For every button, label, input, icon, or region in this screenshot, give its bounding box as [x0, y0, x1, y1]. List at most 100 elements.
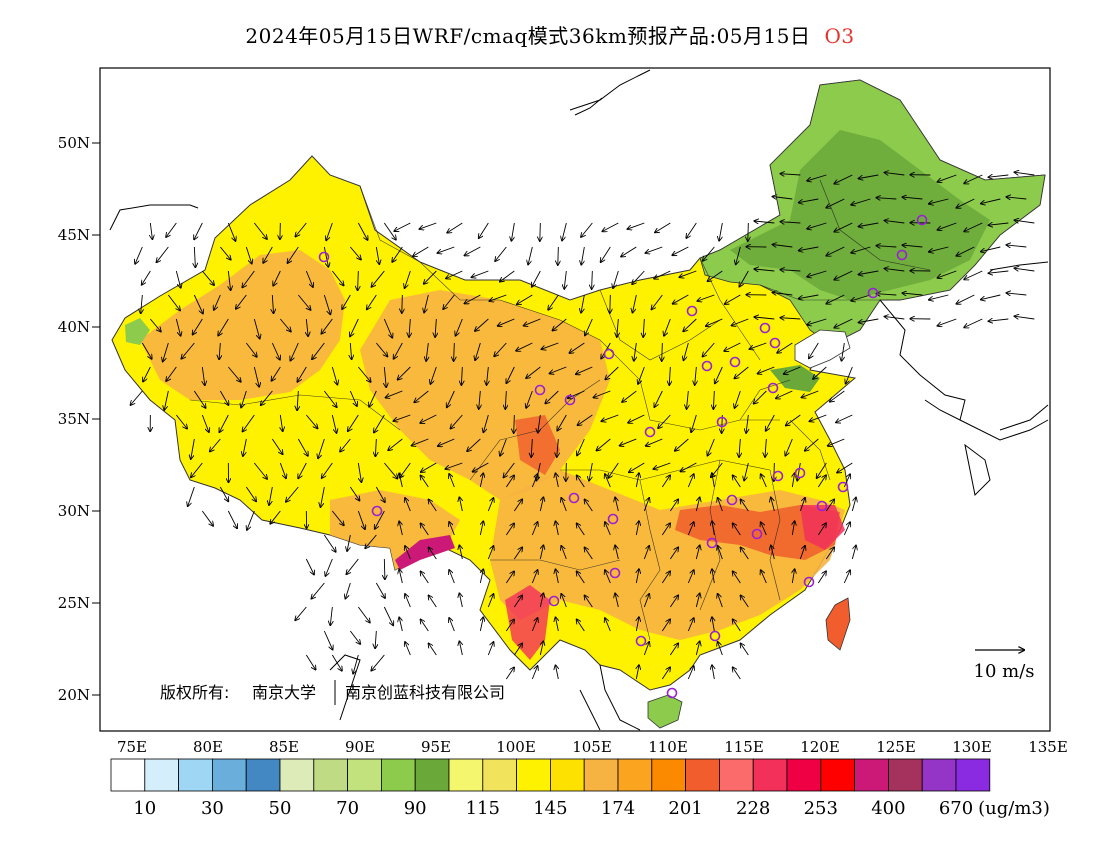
wind-arrow [669, 595, 678, 608]
wind-arrow [605, 474, 611, 488]
map-title: 2024年05月15日WRF/cmaq模式36km预报产品:05月15日 O3 [0, 20, 1100, 49]
wind-arrow [733, 523, 741, 536]
colorbar-swatch [719, 758, 754, 792]
wind-arrow [193, 318, 203, 335]
wind-arrow [312, 342, 325, 359]
wind-arrow [561, 498, 567, 512]
wind-arrow [746, 414, 748, 433]
wind-arrow [194, 222, 203, 239]
lat-label: 40N [58, 318, 90, 336]
wind-arrow [375, 438, 376, 456]
wind-arrow [938, 222, 957, 230]
wind-vectors [131, 172, 1035, 680]
city-marker [706, 537, 718, 549]
wind-arrow [938, 174, 957, 182]
wind-arrow [938, 318, 957, 326]
wind-arrow [859, 318, 879, 323]
wind-arrow [367, 294, 377, 309]
city-marker [666, 687, 678, 699]
wind-arrow [679, 270, 697, 277]
city-marker [767, 382, 779, 394]
wind-arrow [1006, 245, 1027, 247]
wind-arrow [981, 246, 1001, 252]
wind-arrow [500, 438, 507, 456]
wind-arrow [487, 642, 493, 656]
wind-arrow [627, 222, 645, 229]
wind-arrow [402, 294, 403, 313]
wind-arrow [725, 294, 741, 304]
wind-arrow [459, 641, 462, 656]
wind-arrow [734, 366, 749, 378]
wind-arrow [511, 222, 514, 241]
wind-scale-label: 10 m/s [974, 661, 1035, 682]
city-marker [803, 576, 815, 588]
wind-arrow [837, 462, 853, 473]
ozone-hotspot-sichuan [515, 415, 560, 475]
wind-arrow [272, 366, 281, 381]
wind-arrow [528, 246, 533, 265]
wind-arrow [201, 270, 214, 285]
wind-arrow [357, 510, 365, 529]
wind-arrow [261, 390, 273, 405]
wind-arrow [715, 366, 723, 383]
wind-arrow [885, 269, 905, 272]
colorbar-swatch [921, 758, 957, 792]
wind-arrow [429, 595, 437, 608]
wind-arrow [655, 222, 671, 232]
wind-arrow [438, 438, 455, 446]
colorbar-swatch [482, 758, 517, 792]
wind-arrow [712, 617, 714, 632]
lon-label: 115E [724, 738, 764, 756]
wind-arrow [449, 570, 455, 584]
wind-arrow [817, 571, 826, 584]
wind-arrow [263, 246, 273, 263]
colorbar-label: 90 [404, 798, 427, 819]
wind-arrow [243, 438, 247, 456]
lon-label: 95E [421, 738, 451, 756]
wind-arrow [241, 390, 247, 408]
wind-arrow [643, 594, 649, 608]
wind-arrow [585, 499, 593, 512]
wind-arrow [735, 390, 741, 408]
wind-arrow [375, 342, 387, 356]
wind-arrow [513, 499, 522, 512]
wind-arrow [479, 390, 481, 409]
lon-label: 120E [800, 738, 840, 756]
wind-arrow [375, 630, 376, 648]
wind-arrow [636, 473, 639, 488]
wind-arrow [514, 414, 515, 433]
wind-arrow [669, 643, 678, 656]
wind-arrow [358, 270, 359, 290]
wind-arrow [585, 595, 593, 608]
wind-arrow [645, 246, 663, 253]
copyright-org1: 南京大学 [252, 683, 316, 702]
wind-arrow [135, 246, 143, 264]
wind-arrow [566, 462, 567, 481]
wind-arrow [773, 245, 793, 248]
wind-arrow [654, 270, 671, 279]
wind-arrow [421, 571, 429, 584]
city-marker [709, 630, 721, 642]
wind-arrow [825, 499, 834, 512]
wind-arrow [719, 222, 723, 241]
wind-arrow [577, 438, 585, 455]
wind-arrow [712, 521, 714, 536]
wind-arrow [295, 222, 307, 237]
wind-arrow [683, 318, 697, 331]
wind-arrow [885, 173, 905, 176]
wind-arrow [807, 174, 827, 181]
wind-arrow [658, 414, 671, 428]
wind-arrow [576, 366, 593, 374]
wind-arrow [540, 222, 541, 241]
wind-arrow [505, 619, 514, 632]
lat-label: 20N [58, 686, 90, 704]
lon-label: 105E [572, 738, 612, 756]
wind-arrow [393, 414, 411, 421]
wind-arrow [495, 246, 507, 261]
wind-arrow [1015, 172, 1035, 175]
wind-arrow [375, 486, 384, 502]
colorbar-label: 10 [133, 798, 156, 819]
colorbar-swatch [211, 758, 247, 792]
wind-arrow [733, 571, 741, 584]
wind-arrow [792, 569, 794, 584]
